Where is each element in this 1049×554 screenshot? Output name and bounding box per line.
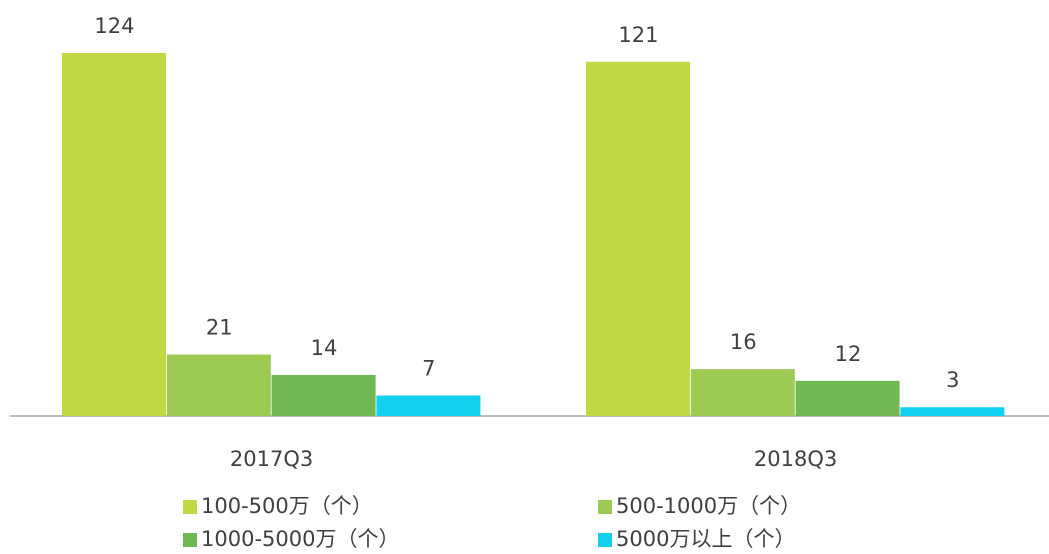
value-label: 16 [730, 330, 757, 354]
legend-swatch [598, 533, 612, 547]
x-tick-label: 2018Q3 [754, 447, 837, 471]
bar [900, 407, 1005, 416]
bar [586, 61, 690, 416]
x-tick-label: 2017Q3 [230, 447, 313, 471]
legend-label: 500-1000万（个） [616, 494, 801, 518]
bar [62, 53, 166, 416]
legend-swatch [598, 500, 612, 514]
legend-label: 1000-5000万（个） [201, 527, 399, 551]
legend-swatch [183, 500, 197, 514]
legend-label: 5000万以上（个） [616, 527, 795, 551]
value-label: 124 [94, 14, 134, 38]
value-label: 21 [206, 316, 233, 340]
bar [690, 369, 795, 416]
bar [795, 380, 900, 416]
value-label: 3 [946, 368, 959, 392]
value-label: 12 [835, 342, 862, 366]
value-label: 7 [422, 357, 435, 381]
bar [166, 354, 271, 416]
legend-label: 100-500万（个） [201, 494, 373, 518]
bar [271, 375, 376, 416]
value-label: 14 [311, 336, 338, 360]
value-label: 121 [618, 23, 658, 47]
legend-swatch [183, 533, 197, 547]
bar [376, 395, 481, 416]
